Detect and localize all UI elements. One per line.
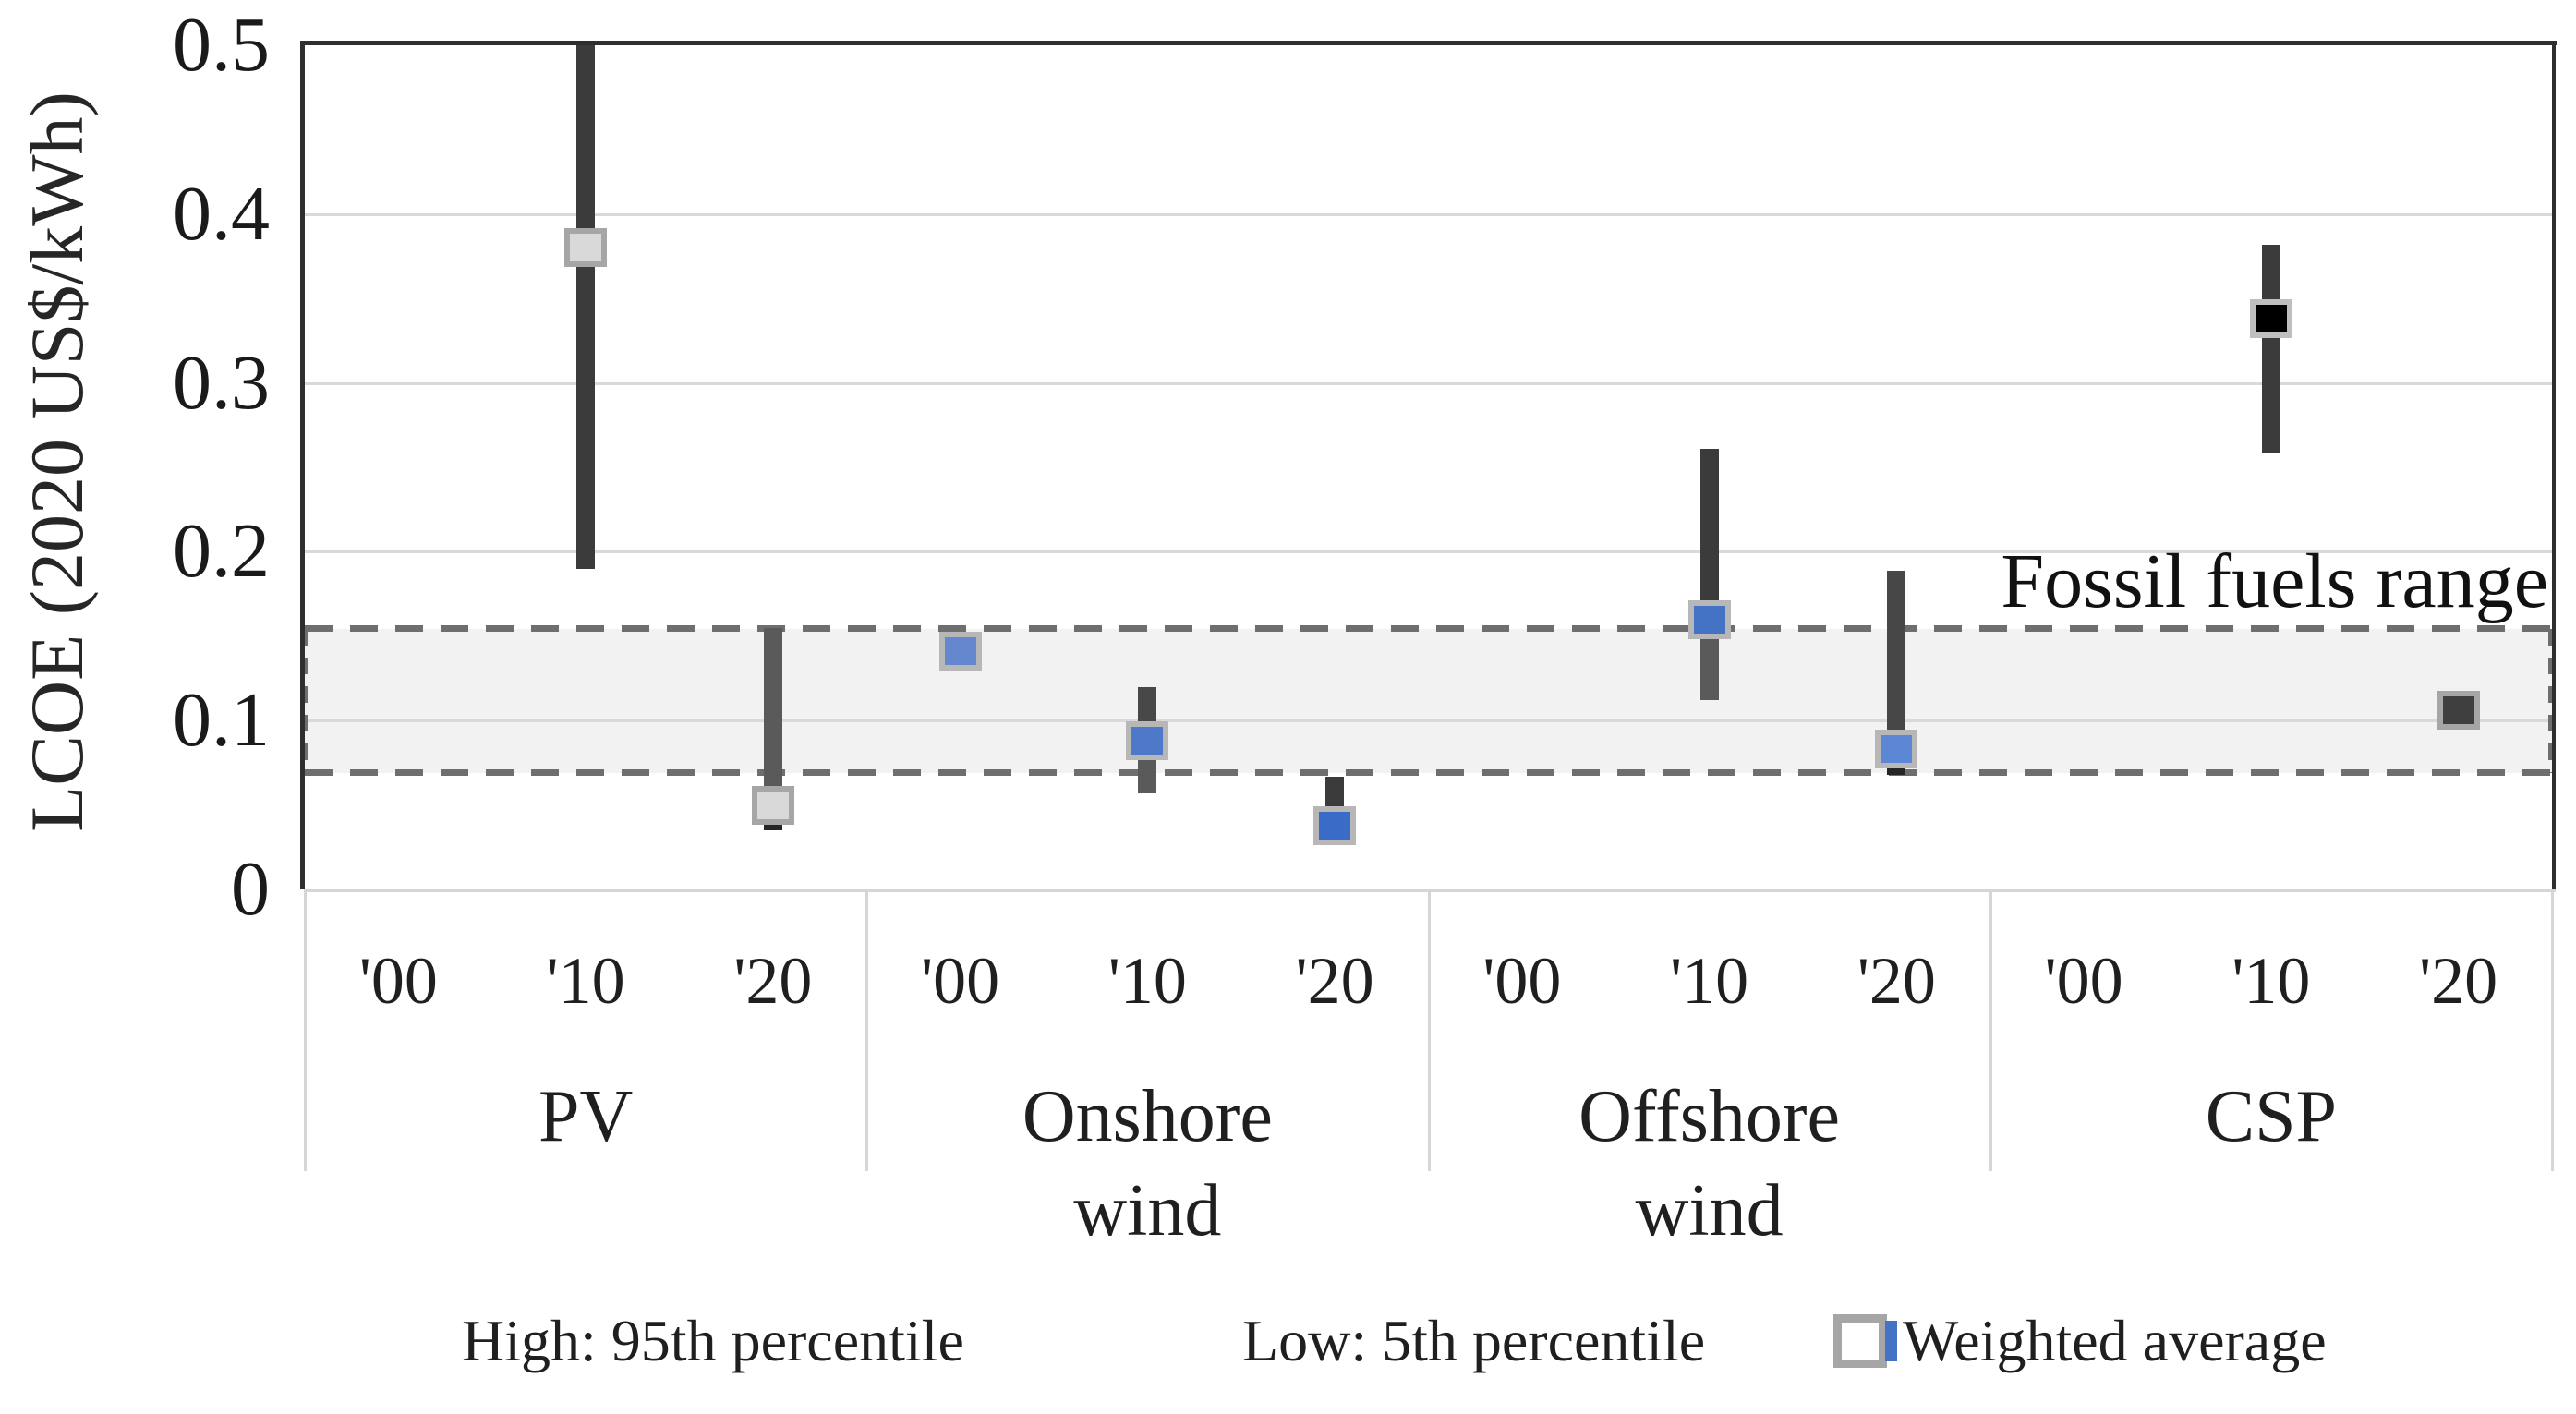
- category-separator: [1427, 889, 1431, 1171]
- range-bar-high-pv-20: [763, 627, 782, 805]
- y-tick-label: 0.1: [173, 677, 270, 764]
- category-separator: [2551, 889, 2554, 1171]
- weighted-average-marker-onshore-wind-10: [1126, 721, 1169, 761]
- legend-blue-bar-icon: [1885, 1321, 1897, 1361]
- legend-item-high: High: 95th percentile: [462, 1309, 964, 1373]
- range-bar-high-pv-10: [576, 45, 596, 248]
- group-label-pv: PV: [327, 1070, 844, 1164]
- group-label-line: Offshore: [1578, 1076, 1841, 1157]
- legend-gray-square-icon: [1833, 1314, 1887, 1368]
- fossil-band-bottom-dash: [305, 768, 2552, 776]
- range-bar-low-offshore-wind-10: [1699, 619, 1719, 701]
- category-separator: [1989, 889, 1992, 1171]
- gridline: [305, 381, 2552, 385]
- weighted-average-marker-csp-20: [2437, 691, 2480, 731]
- x-axis-line: [305, 889, 2556, 892]
- weighted-average-marker-pv-20: [751, 785, 794, 825]
- weighted-average-marker-offshore-wind-20: [1875, 730, 1918, 769]
- gridline: [305, 719, 2552, 723]
- group-label-csp: CSP: [2013, 1070, 2530, 1164]
- weighted-average-marker-offshore-wind-10: [1687, 599, 1731, 639]
- fossil-band-top-dash: [305, 625, 2552, 633]
- gridline: [305, 550, 2552, 554]
- weighted-average-marker-onshore-wind-00: [938, 632, 982, 671]
- plot-border-left: [300, 45, 305, 889]
- group-label-line: Onshore: [1022, 1076, 1273, 1157]
- x-tick-label: '00: [1482, 944, 1562, 1018]
- weighted-average-marker-csp-10: [2249, 299, 2292, 339]
- x-tick-label: '10: [1670, 944, 1749, 1018]
- x-tick-label: '00: [358, 944, 438, 1018]
- x-tick-label: '10: [546, 944, 625, 1018]
- x-tick-label: '00: [2044, 944, 2123, 1018]
- fossil-band-fill: [305, 629, 2552, 773]
- legend-label: Low: 5th percentile: [1242, 1308, 1706, 1373]
- group-label-offshore: Offshore wind: [1451, 1070, 1968, 1258]
- group-label-line: CSP: [2205, 1076, 2338, 1157]
- x-tick-label: '20: [1856, 944, 1936, 1018]
- weighted-average-marker-onshore-wind-20: [1313, 805, 1357, 845]
- fossil-band-right-dash: [2548, 629, 2555, 773]
- y-tick-label: 0.4: [173, 170, 270, 257]
- range-bar-high-offshore-wind-10: [1699, 448, 1719, 620]
- category-separator: [865, 889, 869, 1171]
- legend-item-weighted-average: Weighted average: [1833, 1309, 2327, 1373]
- category-separator: [304, 889, 307, 1171]
- x-tick-label: '20: [733, 944, 813, 1018]
- legend-item-low: Low: 5th percentile: [1242, 1309, 1705, 1373]
- fossil-fuels-range-label: Fossil fuels range: [2001, 538, 2548, 624]
- x-tick-label: '20: [1295, 944, 1374, 1018]
- range-bar-low-csp-10: [2261, 319, 2280, 453]
- y-tick-label: 0: [231, 846, 270, 932]
- x-tick-label: '10: [1107, 944, 1187, 1018]
- group-label-line: wind: [1073, 1170, 1222, 1251]
- y-tick-label: 0.3: [173, 339, 270, 426]
- y-tick-label: 0.5: [173, 2, 270, 88]
- x-tick-label: '10: [2231, 944, 2311, 1018]
- range-bar-high-offshore-wind-20: [1887, 570, 1906, 750]
- group-label-line: wind: [1635, 1170, 1784, 1251]
- plot-border-right: [2552, 45, 2556, 889]
- plot-border-top: [300, 41, 2557, 45]
- y-tick-label: 0.2: [173, 508, 270, 595]
- x-tick-label: '00: [921, 944, 1000, 1018]
- weighted-average-marker-pv-10: [564, 228, 608, 268]
- group-label-line: PV: [538, 1076, 634, 1157]
- x-tick-label: '20: [2419, 944, 2498, 1018]
- group-label-onshore: Onshore wind: [889, 1070, 1406, 1258]
- range-bar-low-pv-10: [576, 248, 596, 569]
- weighted-average-marker-icon: [1833, 1311, 1897, 1371]
- gridline: [305, 212, 2552, 216]
- legend-label: Weighted average: [1903, 1308, 2327, 1373]
- legend-label: High: 95th percentile: [462, 1308, 964, 1373]
